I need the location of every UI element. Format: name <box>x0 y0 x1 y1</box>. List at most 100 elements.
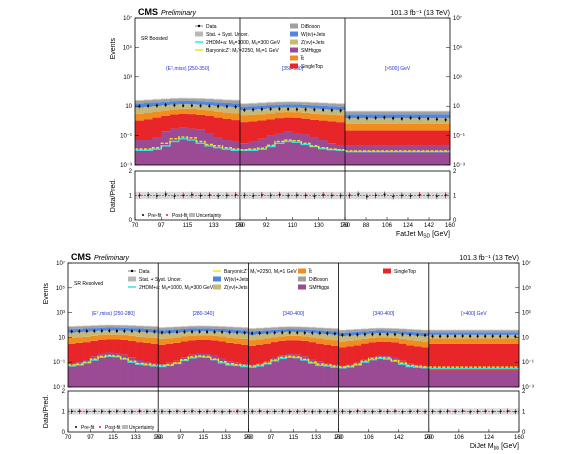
ratio-postfit-point <box>267 410 269 413</box>
ratio-postfit-point <box>282 410 285 412</box>
legend-item-data: Data <box>128 269 150 275</box>
ratio-point <box>198 410 201 413</box>
ratio-point <box>123 410 126 413</box>
signal-line-sigBaryonic <box>338 356 429 368</box>
bar-DiBoson <box>218 326 227 329</box>
y-tick-label: 10⁻³ <box>53 385 65 391</box>
x-tick-label: 124 <box>403 223 414 229</box>
bar-Zvv <box>240 333 249 339</box>
uncertainty-band <box>415 110 424 113</box>
bar-SMHiggs <box>406 363 415 387</box>
bar-SMHiggs <box>451 370 460 387</box>
bar-SingleTop <box>338 347 347 366</box>
uncertainty-band <box>83 325 91 327</box>
bar-SMHiggs <box>310 137 320 165</box>
bar-ttbar <box>436 338 445 344</box>
ratio-postfit-point <box>335 410 337 412</box>
bar-DiBoson <box>120 325 129 328</box>
uncertainty-band <box>428 329 437 331</box>
uncertainty-band <box>218 326 226 328</box>
ratio-point <box>243 410 246 413</box>
ratio-point <box>400 194 403 197</box>
bar-DiBoson <box>473 330 482 333</box>
bar-SingleTop <box>398 343 407 361</box>
bar-SMHiggs <box>266 135 276 165</box>
region-label: [350-500] <box>282 66 304 72</box>
lumi-label: 101.3 fb⁻¹ (13 TeV) <box>390 10 450 17</box>
bar-ttbar <box>496 338 505 344</box>
ratio-point <box>348 411 351 413</box>
data-point <box>365 117 368 120</box>
bar-ttbar <box>188 335 197 341</box>
bar-Zvv <box>240 110 250 116</box>
bar-SingleTop <box>421 347 430 366</box>
bar-ttbar <box>458 338 467 344</box>
bar-Wlv <box>383 330 392 334</box>
uncertainty-band <box>165 326 174 328</box>
data-point <box>217 105 220 108</box>
bar-SingleTop <box>283 117 293 132</box>
bar-Zvv <box>398 334 407 339</box>
ratio-point <box>326 411 329 413</box>
bar-Zvv <box>218 332 227 337</box>
bar-SMHiggs <box>240 364 249 387</box>
bar-SingleTop <box>257 120 267 139</box>
ratio-postfit-point <box>279 193 282 195</box>
x-tick-label: 133 <box>209 223 220 229</box>
legend-box <box>290 31 298 37</box>
bar-SingleTop <box>278 340 287 356</box>
bar-SingleTop <box>301 340 309 357</box>
bar-SingleTop <box>83 342 91 361</box>
bar-ttbar <box>240 338 249 345</box>
bar-Zvv <box>353 335 362 341</box>
legend-item-Unc: Stat. + Syst. Uncer. <box>128 276 182 283</box>
y-tick-label: 10⁷ <box>56 260 65 267</box>
data-point <box>491 335 494 338</box>
data-point <box>356 333 359 336</box>
bar-ttbar <box>473 338 482 344</box>
bar-SMHiggs <box>301 356 309 387</box>
ratio-postfit-point <box>245 410 247 412</box>
bar-SingleTop <box>323 344 332 364</box>
bar-DiBoson <box>180 326 189 329</box>
y-tick-label: 10⁻¹ <box>120 134 132 140</box>
legend-box <box>290 23 298 29</box>
uncertainty-band <box>135 99 144 102</box>
x-tick-label: 124 <box>484 435 495 441</box>
data-point <box>269 107 272 111</box>
bar-ttbar <box>323 339 332 345</box>
ratio-postfit-point <box>222 410 224 413</box>
bar-DiBoson <box>397 111 407 115</box>
bar-SMHiggs <box>213 137 223 165</box>
bar-Zvv <box>165 333 174 339</box>
uncertainty-band <box>388 110 398 113</box>
ratio-legend-marker <box>142 214 144 216</box>
ratio-point <box>371 410 374 413</box>
bar-ttbar <box>283 112 293 118</box>
ratio-point <box>278 193 281 196</box>
preliminary-label: Preliminary <box>94 255 130 262</box>
bar-DiBoson <box>503 330 512 333</box>
ratio-point <box>281 410 284 413</box>
bar-ttbar <box>331 340 339 346</box>
legend-label: Data <box>139 269 150 275</box>
bar-SingleTop <box>188 340 197 355</box>
data-point <box>266 331 269 335</box>
uncertainty-band <box>248 328 256 330</box>
bar-Zvv <box>336 110 346 116</box>
bar-ttbar <box>270 337 279 343</box>
bar-ttbar <box>105 334 114 340</box>
bar-ttbar <box>285 335 294 341</box>
ratio-y-tick-label-right: 0 <box>453 218 457 224</box>
bar-SingleTop <box>432 130 442 146</box>
bar-SingleTop <box>135 120 145 141</box>
bar-SMHiggs <box>496 370 505 387</box>
bar-Wlv <box>187 101 197 105</box>
bar-Zvv <box>143 332 151 338</box>
data-point <box>311 331 314 335</box>
bar-SMHiggs <box>318 140 328 165</box>
data-point <box>228 331 231 334</box>
bar-ttbar <box>391 337 400 343</box>
bar-DiBoson <box>441 111 451 115</box>
data-point <box>446 334 449 338</box>
